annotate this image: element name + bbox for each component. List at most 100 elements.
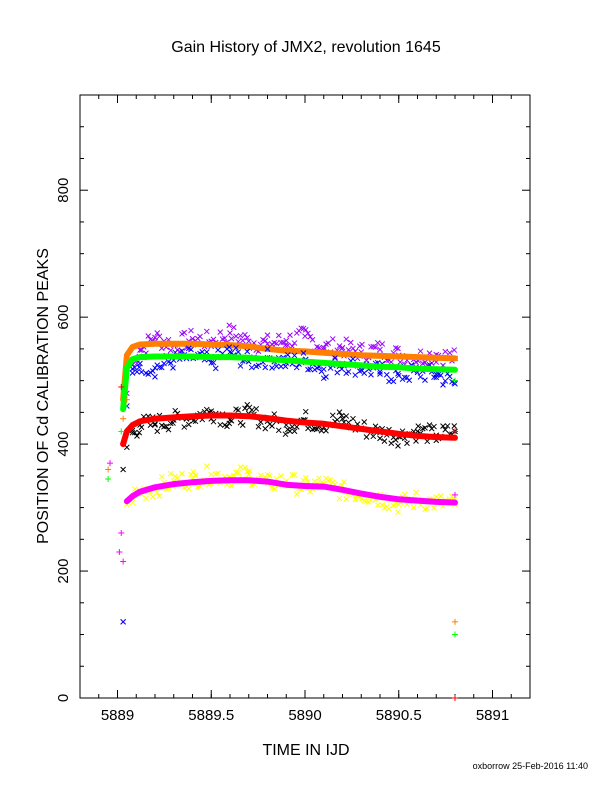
- scatter-point-s3: [336, 495, 343, 502]
- plus-point: [105, 476, 112, 483]
- scatter-point-s2: [192, 418, 199, 425]
- scatter-point-s1: [395, 370, 401, 377]
- scatter-point-s3: [374, 502, 381, 508]
- scatter-point-s1: [390, 378, 397, 385]
- scatter-point-s0: [188, 327, 194, 334]
- scatter-point-s1: [440, 382, 446, 388]
- scatter-point-s0: [298, 325, 305, 332]
- scatter-point-s1: [291, 352, 298, 359]
- scatter-point-s1: [203, 349, 210, 355]
- scatter-point-s2: [350, 415, 356, 422]
- scatter-point-s2: [138, 424, 145, 431]
- scatter-point-s2: [253, 405, 260, 412]
- scatter-point-s0: [329, 336, 336, 342]
- scatter-point-s1: [318, 368, 325, 375]
- y-tick-label: 600: [55, 305, 72, 330]
- scatter-point-s2: [431, 423, 437, 430]
- scatter-point-s2: [451, 423, 458, 429]
- scatter-point-s2: [185, 421, 192, 428]
- scatter-point-s0: [417, 348, 424, 355]
- scatter-point-s3: [156, 493, 163, 500]
- scatter-point-s3: [242, 464, 248, 471]
- scatter-point-s0: [359, 341, 365, 348]
- scatter-point-s1: [188, 346, 194, 353]
- scatter-point-s2: [444, 423, 451, 429]
- scatter-point-s3: [341, 479, 347, 485]
- scatter-point-s3: [266, 472, 273, 479]
- scatter-point-s3: [158, 473, 165, 480]
- scatter-point-s2: [392, 437, 399, 443]
- scatter-point-s3: [179, 470, 185, 477]
- scatter-point-s1: [235, 349, 242, 355]
- scatter-point-s0: [309, 336, 316, 343]
- data-point-s0: [152, 334, 158, 341]
- x-tick-label: 5891: [476, 707, 509, 724]
- scatter-point-s0: [203, 328, 210, 335]
- scatter-point-s2: [404, 440, 410, 447]
- plus-point: [452, 631, 458, 638]
- scatter-point-s3: [185, 485, 192, 492]
- scatter-point-s1: [226, 344, 233, 350]
- scatter-point-s1: [422, 377, 428, 384]
- scatter-point-s2: [361, 419, 368, 425]
- scatter-point-s1: [334, 369, 341, 376]
- scatter-point-s0: [145, 333, 152, 339]
- scatter-point-s0: [325, 340, 332, 346]
- x-tick-label: 5890.5: [376, 707, 422, 724]
- scatter-point-s2: [167, 420, 174, 427]
- scatter-point-s1: [262, 364, 269, 371]
- scatter-point-s3: [289, 472, 296, 478]
- scatter-point-s2: [269, 423, 275, 429]
- scatter-point-s1: [136, 364, 143, 370]
- scatter-point-s2: [181, 424, 188, 430]
- scatter-point-s1: [401, 374, 408, 381]
- scatter-point-s0: [273, 340, 280, 347]
- scatter-point-s1: [152, 374, 158, 380]
- scatter-point-s2: [255, 423, 262, 430]
- scatter-point-s1: [244, 348, 251, 355]
- scatter-point-s2: [134, 433, 140, 439]
- data-point-s1: [208, 360, 215, 366]
- plus-point: [107, 460, 113, 467]
- scatter-point-s2: [210, 418, 217, 425]
- scatter-point-s1: [332, 355, 338, 362]
- scatter-point-s3: [233, 469, 239, 476]
- scatter-point-s3: [215, 470, 221, 477]
- scatter-point-s0: [226, 322, 233, 329]
- scatter-point-s1: [345, 368, 352, 375]
- scatter-point-s0: [446, 349, 453, 356]
- scatter-point-s2: [302, 408, 309, 415]
- plus-point: [452, 618, 458, 625]
- plus-point: [118, 428, 125, 435]
- scatter-point-s2: [377, 435, 383, 442]
- scatter-point-s2: [170, 420, 176, 426]
- scatter-point-s2: [426, 422, 433, 428]
- scatter-point-s2: [343, 413, 350, 419]
- scatter-point-s0: [305, 330, 311, 337]
- y-tick-label: 0: [55, 694, 72, 702]
- scatter-point-s1: [131, 364, 138, 371]
- plus-point: [122, 403, 128, 410]
- scatter-point-s1: [293, 364, 300, 371]
- chart-title: Gain History of JMX2, revolution 1645: [171, 39, 441, 56]
- scatter-point-s0: [451, 347, 458, 353]
- y-tick-label: 400: [55, 432, 72, 457]
- scatter-point-s2: [381, 438, 388, 445]
- scatter-point-s2: [370, 433, 377, 440]
- y-axis-label: POSITION OF Cd CALIBRATION PEAKS: [35, 248, 52, 544]
- scatter-point-s1: [368, 371, 374, 378]
- scatter-point-s1: [255, 362, 262, 369]
- data-point-s2: [120, 466, 126, 473]
- scatter-point-s0: [262, 337, 269, 344]
- scatter-point-s1: [199, 349, 206, 355]
- scatter-point-s1: [248, 364, 255, 371]
- scatter-point-s2: [154, 428, 161, 435]
- scatter-point-s3: [424, 505, 431, 512]
- scatter-point-s0: [210, 336, 217, 343]
- footer-credit: oxborrow 25-Feb-2016 11:40: [473, 761, 588, 771]
- scatter-point-s1: [433, 374, 440, 381]
- x-tick-label: 5889.5: [188, 707, 234, 724]
- data-point-s1: [129, 370, 136, 376]
- scatter-point-s1: [431, 374, 437, 381]
- scatter-point-s3: [291, 472, 298, 478]
